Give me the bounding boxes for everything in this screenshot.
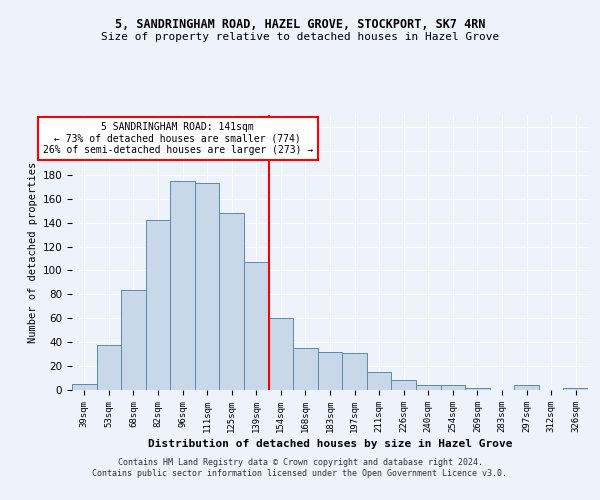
Bar	[342, 353, 367, 390]
Bar	[367, 372, 391, 390]
Text: Contains HM Land Registry data © Crown copyright and database right 2024.
Contai: Contains HM Land Registry data © Crown c…	[92, 458, 508, 477]
Bar	[416, 385, 440, 390]
Bar	[269, 318, 293, 390]
Bar	[146, 220, 170, 390]
Bar	[244, 262, 269, 390]
Bar	[170, 181, 195, 390]
Bar	[121, 290, 146, 390]
Bar	[465, 388, 490, 390]
Bar	[440, 385, 465, 390]
Text: 5 SANDRINGHAM ROAD: 141sqm
← 73% of detached houses are smaller (774)
26% of sem: 5 SANDRINGHAM ROAD: 141sqm ← 73% of deta…	[43, 122, 313, 156]
X-axis label: Distribution of detached houses by size in Hazel Grove: Distribution of detached houses by size …	[148, 439, 512, 449]
Bar	[391, 380, 416, 390]
Y-axis label: Number of detached properties: Number of detached properties	[28, 162, 38, 343]
Bar	[318, 352, 342, 390]
Bar	[293, 348, 318, 390]
Bar	[514, 385, 539, 390]
Text: Size of property relative to detached houses in Hazel Grove: Size of property relative to detached ho…	[101, 32, 499, 42]
Text: 5, SANDRINGHAM ROAD, HAZEL GROVE, STOCKPORT, SK7 4RN: 5, SANDRINGHAM ROAD, HAZEL GROVE, STOCKP…	[115, 18, 485, 30]
Bar	[220, 213, 244, 390]
Bar	[97, 344, 121, 390]
Bar	[72, 384, 97, 390]
Bar	[563, 388, 588, 390]
Bar	[195, 183, 220, 390]
